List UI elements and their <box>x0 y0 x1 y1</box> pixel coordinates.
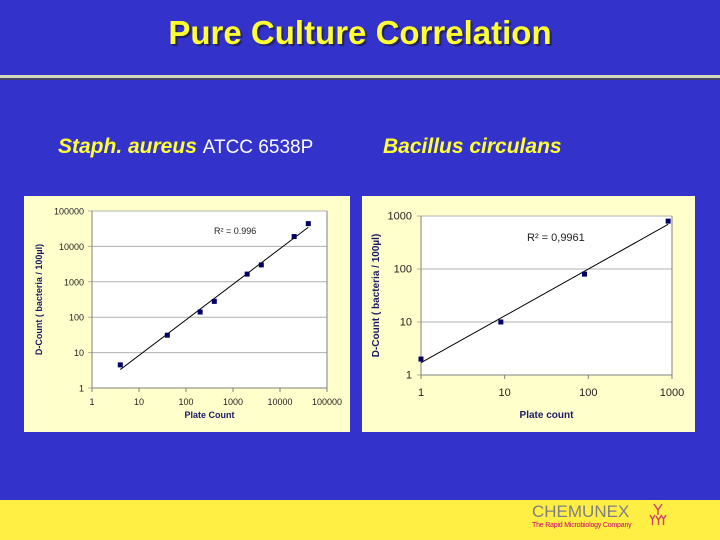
company-logo: CHEMUNEX The Rapid Microbiology Company <box>532 502 632 530</box>
data-point <box>498 319 504 325</box>
data-point <box>291 234 297 240</box>
x-axis-label: Plate Count <box>184 410 234 420</box>
data-point <box>197 309 203 315</box>
data-point <box>665 218 671 224</box>
y-tick-label: 1 <box>406 370 412 382</box>
y-tick-label: 100000 <box>54 207 84 217</box>
left-species: Staph. aureus <box>58 135 197 158</box>
plot-area <box>92 211 327 388</box>
x-tick-label: 10000 <box>267 397 292 407</box>
y-tick-label: 100 <box>394 264 412 276</box>
x-tick-label: 100000 <box>312 397 342 407</box>
left-subtitle: Staph. aureus ATCC 6538P <box>58 135 313 159</box>
x-tick-label: 10 <box>499 387 511 399</box>
y-tick-label: 1 <box>79 384 84 394</box>
left-strain: ATCC 6538P <box>202 137 314 158</box>
x-tick-label: 100 <box>579 387 597 399</box>
x-tick-label: 1000 <box>660 387 684 399</box>
x-tick-label: 100 <box>178 397 193 407</box>
y-tick-label: 10 <box>400 317 412 329</box>
chart-staph-aureus: 1 10 100 1000 10000 100000 1 10 100 1000 10000 1000… <box>24 196 350 432</box>
trendline <box>420 223 669 364</box>
slide-title: Pure Culture Correlation <box>168 14 552 51</box>
right-subtitle: Bacillus circulans <box>383 135 562 158</box>
chart-bacillus-circulans: 1 10 100 1000 1 10 100 1000 R² = 0,9961 Plate cou… <box>362 196 695 432</box>
title-divider <box>0 75 720 80</box>
x-tick-label: 1000 <box>223 397 243 407</box>
antibody-y-icon <box>648 503 668 532</box>
footer-bar <box>0 500 720 540</box>
x-tick-label: 1 <box>418 387 424 399</box>
y-tick-label: 1000 <box>388 211 412 223</box>
data-point <box>211 298 217 304</box>
y-tick-label: 100 <box>69 313 84 323</box>
r-squared-annotation: R² = 0.996 <box>214 226 256 236</box>
trendline <box>119 226 309 370</box>
y-tick-label: 10 <box>74 348 84 358</box>
y-tick-label: 1000 <box>64 277 84 287</box>
data-point <box>258 262 264 268</box>
data-point <box>117 362 123 368</box>
data-point <box>305 221 311 227</box>
brand-name: CHEMUNEX <box>532 502 630 521</box>
x-axis-label: Plate count <box>520 410 575 421</box>
brand-tagline: The Rapid Microbiology Company <box>532 522 632 529</box>
data-point <box>244 271 250 277</box>
y-axis-label: D-Count ( bacteria / 100µl) <box>371 234 382 358</box>
plot-area <box>421 216 672 375</box>
data-point <box>582 271 588 277</box>
x-tick-label: 10 <box>134 397 144 407</box>
y-axis-label: D-Count ( bacteria / 100µl) <box>34 244 44 355</box>
data-point <box>418 356 424 362</box>
data-point <box>164 332 170 338</box>
r-squared-annotation: R² = 0,9961 <box>527 232 585 244</box>
y-tick-label: 10000 <box>59 242 84 252</box>
x-tick-label: 1 <box>89 397 94 407</box>
